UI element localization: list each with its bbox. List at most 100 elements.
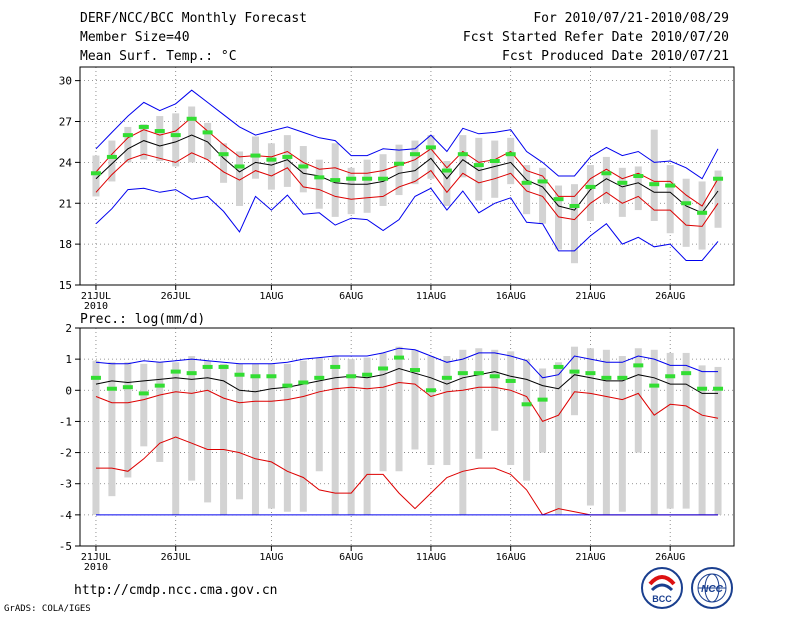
temp-spread-box <box>666 165 674 234</box>
temp-observed-marker <box>378 176 389 181</box>
bcc-logo-text: BCC <box>652 594 672 604</box>
prec-spread-box <box>698 365 706 515</box>
prec-spread-box <box>299 360 307 512</box>
prec-spread-box <box>507 351 515 466</box>
prec-observed-marker <box>202 364 213 369</box>
temp-xtick-label: 1AUG <box>259 291 283 302</box>
temp-spread-box <box>650 129 658 221</box>
bcc-logo: BCC <box>641 567 683 609</box>
temp-line-p10 <box>95 152 719 227</box>
temp-spread-box <box>156 116 164 162</box>
prec-observed-marker <box>505 378 516 383</box>
prec-observed-marker <box>521 402 532 407</box>
prec-spread-box <box>92 360 100 515</box>
prec-observed-marker <box>537 397 548 402</box>
prec-observed-marker <box>569 369 580 374</box>
temp-spread-box <box>236 151 244 206</box>
temp-observed-marker <box>154 129 165 134</box>
prec-spread-box <box>555 362 563 515</box>
temp-observed-marker <box>330 178 341 183</box>
temp-observed-marker <box>569 203 580 208</box>
prec-spread-box <box>650 349 658 515</box>
prec-spread-box <box>156 362 164 462</box>
prec-observed-marker <box>473 371 484 376</box>
temp-ytick-label: 30 <box>59 75 72 88</box>
temp-spread-box <box>491 140 499 198</box>
prec-xtick-label: 16AUG <box>496 552 526 563</box>
prec-observed-marker <box>649 383 660 388</box>
prec-spread-box <box>283 363 291 512</box>
temp-observed-marker <box>521 180 532 185</box>
prec-spread-box <box>602 349 610 515</box>
prec-observed-marker <box>122 385 133 390</box>
chart-title: DERF/NCC/BCC Monthly Forecast <box>80 11 307 26</box>
temp-spread-box <box>523 165 531 215</box>
temp-observed-marker <box>553 197 564 202</box>
temp-xtick-label: 26AUG <box>655 291 685 302</box>
prec-ytick-label: -3 <box>59 478 72 491</box>
forecast-range-label: For 2010/07/21-2010/08/29 <box>533 11 729 26</box>
prec-xtick-label: 11AUG <box>416 552 446 563</box>
prec-observed-marker <box>298 380 309 385</box>
prec-spread-box <box>124 362 132 478</box>
temp-ytick-label: 27 <box>59 116 72 129</box>
prec-ytick-label: -2 <box>59 447 72 460</box>
temp-xtick-label: 16AUG <box>496 291 526 302</box>
prec-ytick-label: 0 <box>65 384 72 397</box>
prec-observed-marker <box>394 355 405 360</box>
prec-observed-marker <box>362 372 373 377</box>
prec-observed-marker <box>314 375 325 380</box>
prec-ytick-label: -4 <box>59 509 73 522</box>
temp-ytick-label: 18 <box>59 238 72 251</box>
temp-xtick-label: 11AUG <box>416 291 446 302</box>
prec-spread-box <box>443 356 451 466</box>
temp-observed-marker <box>697 210 708 215</box>
temp-spread-box <box>539 167 547 224</box>
prec-spread-box <box>267 363 275 509</box>
prec-observed-marker <box>665 374 676 379</box>
prec-observed-marker <box>425 388 436 393</box>
temp-ytick-label: 24 <box>59 156 73 169</box>
prec-observed-marker <box>186 371 197 376</box>
prec-spread-box <box>220 363 228 515</box>
temp-plot-frame <box>79 66 735 286</box>
prec-line-max <box>95 347 718 379</box>
temp-observed-marker <box>441 168 452 173</box>
prec-spread-box <box>236 363 244 500</box>
prec-spread-box <box>411 349 419 450</box>
temp-observed-marker <box>617 180 628 185</box>
prec-spread-box <box>666 352 674 509</box>
prec-observed-marker <box>378 366 389 371</box>
prec-spread-box <box>634 348 642 453</box>
temp-spread-box <box>411 140 419 185</box>
prec-spread-box <box>714 366 722 515</box>
prec-observed-marker <box>330 364 341 369</box>
prec-observed-marker <box>617 375 628 380</box>
temp-observed-marker <box>505 152 516 157</box>
temp-spread-box <box>251 136 259 179</box>
prec-spread-box <box>395 346 403 472</box>
temp-spread-box <box>459 135 467 178</box>
prec-spread-box <box>427 356 435 466</box>
temp-observed-marker <box>409 152 420 157</box>
temp-spread-box <box>299 146 307 193</box>
prec-spread-box <box>315 357 323 472</box>
prec-observed-marker <box>266 374 277 379</box>
prec-spread-box <box>682 352 690 509</box>
temp-observed-marker <box>457 152 468 157</box>
temp-observed-marker <box>425 145 436 150</box>
prec-xtick-label: 26AUG <box>655 552 685 563</box>
prec-spread-box <box>204 360 212 503</box>
temp-spread-box <box>443 161 451 206</box>
temp-spread-box <box>634 166 642 211</box>
prec-observed-marker <box>346 374 357 379</box>
prec-observed-marker <box>713 386 724 391</box>
prec-spread-box <box>363 357 371 515</box>
temp-spread-box <box>427 135 435 179</box>
footer-url[interactable]: http://cmdp.ncc.cma.gov.cn <box>74 583 278 598</box>
prec-observed-marker <box>250 374 261 379</box>
temp-observed-marker <box>346 176 357 181</box>
prec-spread-box <box>523 359 531 481</box>
prec-spread-box <box>251 363 259 515</box>
